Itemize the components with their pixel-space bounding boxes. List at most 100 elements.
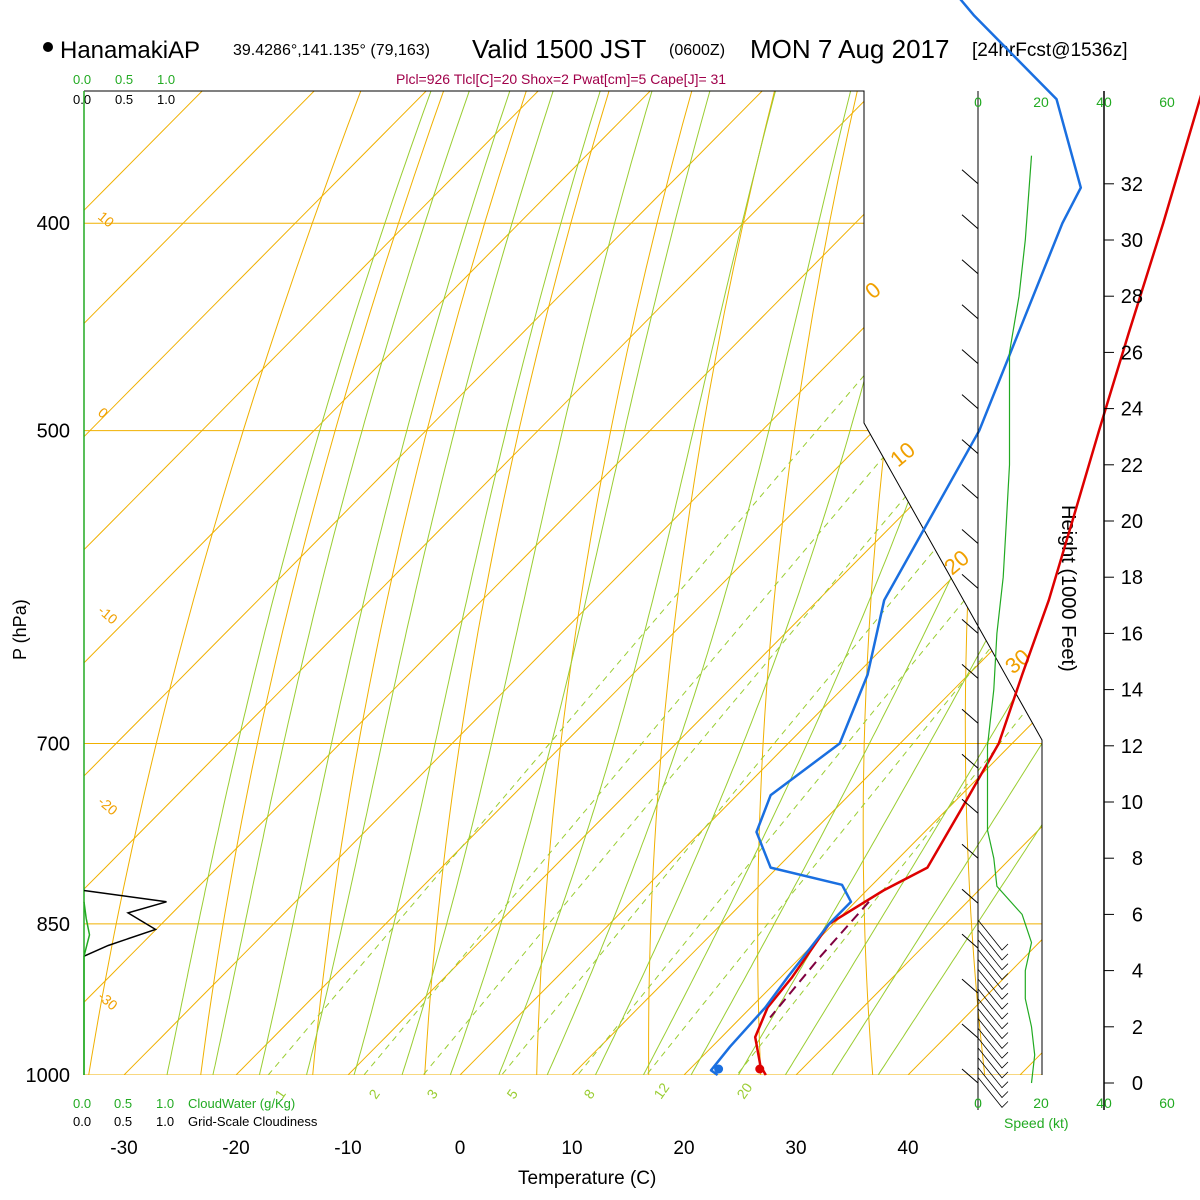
isotherm-line (707, 91, 1042, 1075)
height-tick-label: 26 (1121, 342, 1143, 364)
dry-adiabat-label: 0 (95, 404, 111, 421)
mixing-ratio-line (210, 222, 996, 1075)
profile-layer (83, 0, 1200, 1077)
mixing-ratio-label: 20 (733, 1080, 755, 1102)
wind-barb (961, 574, 979, 589)
wind-barb-low (977, 978, 1009, 1010)
wind-barb (961, 169, 979, 185)
pressure-tick-label: 500 (37, 421, 70, 443)
speed-axis-label: Speed (kt) (1004, 1115, 1069, 1131)
moist-adiabat-line (416, 91, 819, 1075)
wind-barb-low (977, 998, 1009, 1030)
isotherm-line (819, 91, 1042, 1075)
moist-adiabat-line (506, 91, 947, 1075)
speed-tick-label-top: 20 (1033, 94, 1049, 110)
mixing-ratio-label: 8 (580, 1086, 598, 1102)
wind-barb-low (977, 919, 1009, 951)
wind-barb (961, 529, 979, 544)
x-axis-label: Temperature (C) (518, 1168, 656, 1189)
isotherm-line (483, 91, 1042, 1075)
mixing-ratio-label: 5 (503, 1086, 521, 1102)
moist-adiabat-label: 10 (885, 437, 920, 472)
wind-barb (961, 933, 979, 949)
wind-barb-low (977, 1018, 1009, 1049)
moist-adiabat-line (685, 91, 1042, 1075)
speed-tick-label-bottom: 60 (1159, 1095, 1175, 1111)
wind-barb-low (977, 1077, 1009, 1108)
height-tick-label: 18 (1121, 567, 1143, 589)
surface-temperature-dot (755, 1064, 765, 1074)
cloudiness-label: Grid-Scale Cloudiness (188, 1114, 318, 1129)
wind-barb-low (977, 1067, 1009, 1099)
height-tick-label: 32 (1121, 174, 1143, 196)
pressure-tick-label: 400 (37, 213, 70, 235)
height-tick-label: 10 (1121, 792, 1143, 814)
dry-adiabat-line (84, 91, 502, 1075)
wind-barb (961, 843, 979, 859)
dry-adiabat-line (189, 91, 577, 1075)
wind-panel: 0246810121416182022242628303200202040406… (961, 91, 1175, 1111)
plot-frame (83, 90, 1043, 1075)
wind-barb-low (977, 1027, 1009, 1059)
wind-barb (961, 1068, 979, 1084)
height-tick-label: 22 (1121, 455, 1143, 477)
moist-adiabat-line (147, 91, 567, 1075)
parcel-dashed-line (769, 901, 870, 1019)
moist-adiabat-line (640, 91, 1042, 1075)
dewpoint-profile-line (709, 0, 1083, 1077)
wind-speed-profile (986, 155, 1036, 1084)
cloudwater-scale-05: 0.5 (115, 72, 133, 87)
height-tick-label: 6 (1132, 904, 1143, 926)
height-tick-label: 8 (1132, 848, 1143, 870)
height-tick-label: 0 (1132, 1073, 1143, 1095)
temperature-tick-label: 20 (673, 1138, 694, 1159)
height-tick-label: 20 (1121, 511, 1143, 533)
wind-barb-low (977, 959, 1009, 990)
dry-adiabat-line (757, 91, 949, 1075)
height-tick-label: 30 (1121, 230, 1143, 252)
pressure-tick-label: 700 (37, 733, 70, 755)
moist-adiabat-line (371, 91, 766, 1075)
wind-barb-low (977, 1047, 1009, 1079)
mixing-ratio-label: 3 (423, 1086, 441, 1102)
cloudiness-scale-1: 1.0 (157, 92, 175, 107)
dry-adiabat-label: -20 (95, 793, 121, 818)
isotherm-line (595, 91, 1042, 1075)
speed-tick-label-top: 60 (1159, 94, 1175, 110)
isotherm-line (84, 91, 1042, 1075)
wind-barb (961, 888, 979, 904)
cloudiness-scale-bottom-1: 1.0 (156, 1114, 174, 1129)
temperature-tick-label: -20 (222, 1138, 249, 1159)
moist-adiabat-line (819, 91, 1042, 1075)
height-tick-label: 12 (1121, 736, 1143, 758)
moist-adiabat-line (730, 91, 1042, 1075)
wind-barb-low (977, 968, 1009, 1000)
utc-time: (0600Z) (669, 42, 725, 59)
valid-time: Valid 1500 JST (472, 34, 647, 64)
cloudwater-scale-0: 0.0 (73, 72, 91, 87)
mixing-ratio-line (592, 222, 1042, 1075)
wind-barb-low (977, 1008, 1009, 1040)
plot-frame-line (84, 90, 1043, 1075)
height-tick-label: 14 (1121, 680, 1143, 702)
dry-adiabat-line (1064, 0, 1171, 1164)
isotherm-line (84, 91, 766, 1075)
moist-adiabat-line (327, 91, 719, 1075)
wind-barb-low (977, 929, 1009, 961)
dry-adiabat-line (1160, 0, 1200, 1164)
dry-adiabat-label: 10 (95, 208, 117, 230)
speed-tick-label-top: 0 (974, 94, 982, 110)
dry-adiabat-label: -30 (95, 988, 121, 1013)
wind-barb (961, 798, 979, 814)
cloudwater-scale-bottom-1: 1.0 (156, 1096, 174, 1111)
pressure-tick-label: 1000 (26, 1065, 71, 1087)
speed-tick-label-top: 40 (1096, 94, 1112, 110)
forecast-info: [24hrFcst@1536z] (972, 40, 1128, 61)
speed-tick-label-bottom: 40 (1096, 1095, 1112, 1111)
wind-barb-low (977, 1037, 1009, 1069)
temperature-profile-line (753, 94, 1200, 1076)
height-tick-label: 24 (1121, 399, 1143, 421)
speed-tick-label-bottom: 20 (1033, 1095, 1049, 1111)
wind-barb (961, 978, 979, 994)
